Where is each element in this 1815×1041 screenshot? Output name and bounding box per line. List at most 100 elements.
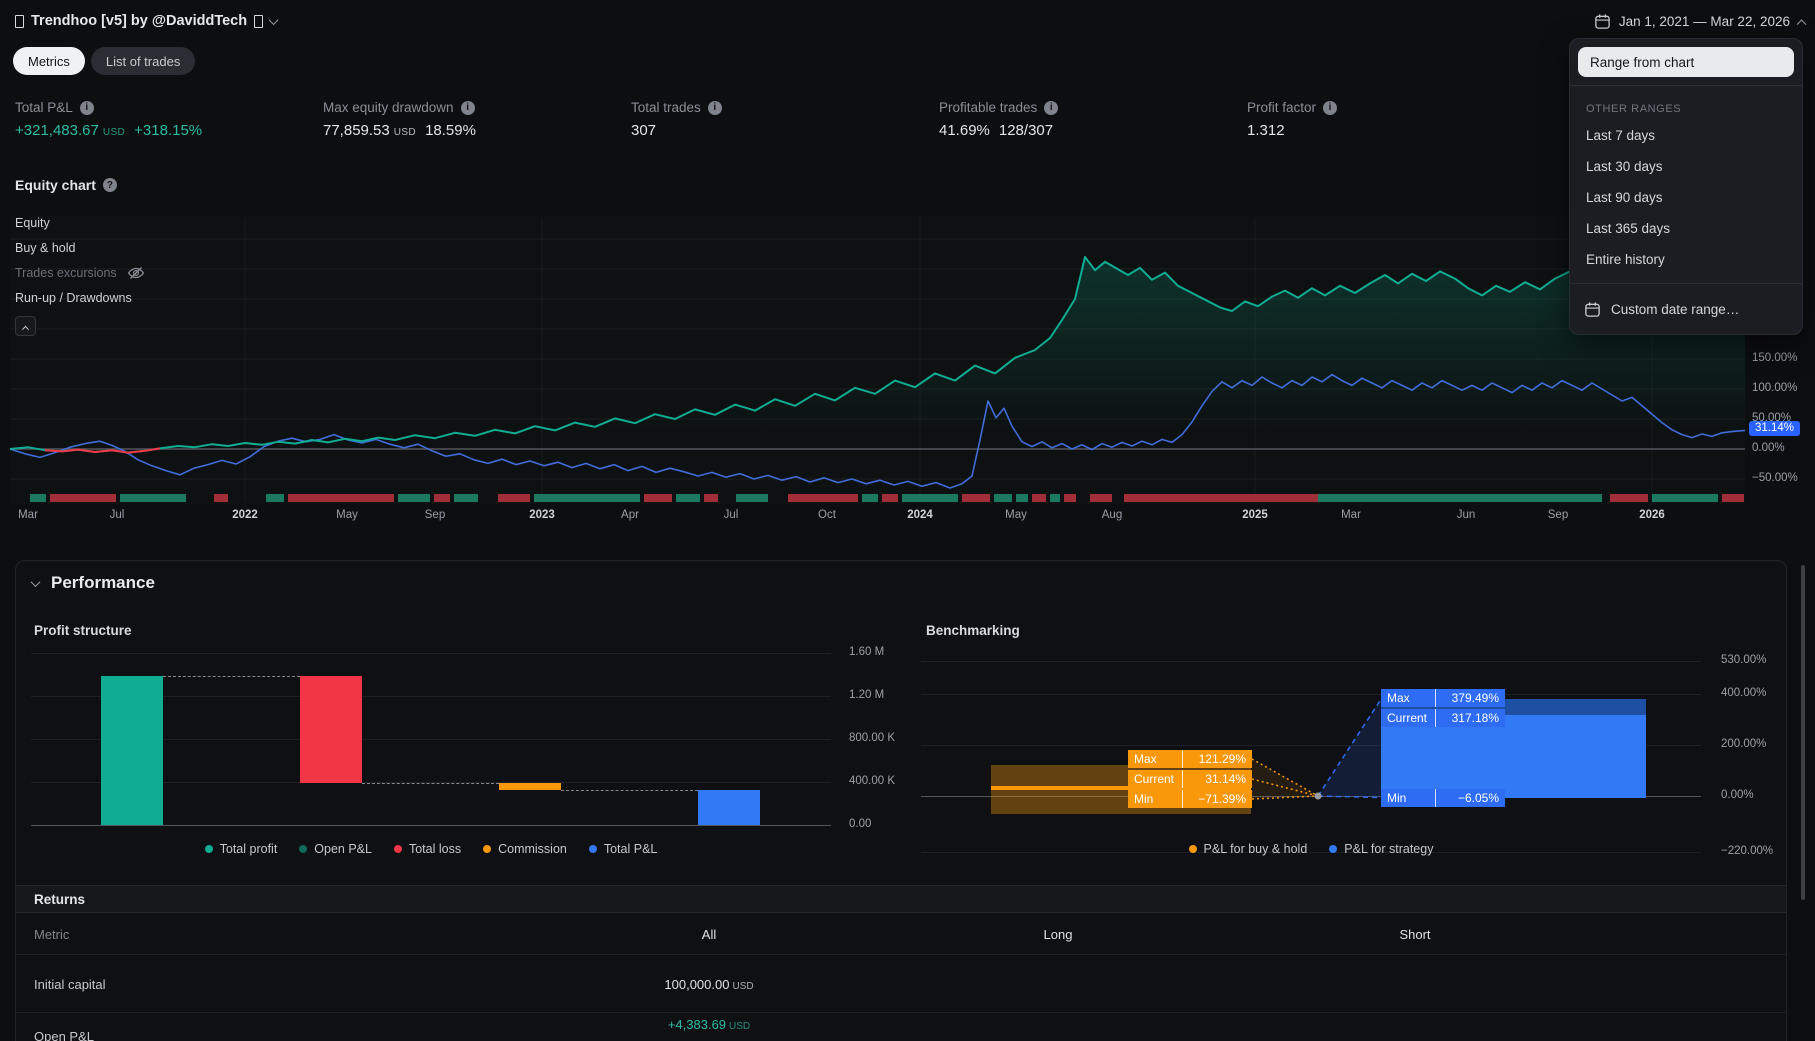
performance-panel: Performance Profit structure Benchmarkin… bbox=[15, 560, 1787, 1041]
gridline bbox=[921, 745, 1701, 746]
y-tick-label: 1.20 M bbox=[849, 689, 885, 701]
chevron-down-icon bbox=[268, 14, 279, 25]
info-icon[interactable]: i bbox=[707, 100, 722, 115]
waterfall-bar-commission[interactable] bbox=[499, 782, 561, 791]
y-tick-label: 0.00 bbox=[849, 818, 872, 830]
equity-chart-title: Equity chart bbox=[15, 177, 96, 193]
y-tick-label: 800.00 K bbox=[849, 732, 896, 744]
date-range-button[interactable]: Jan 1, 2021 — Mar 22, 2026 bbox=[1594, 9, 1807, 33]
tag-value: 379.49% bbox=[1451, 691, 1499, 705]
eye-off-icon[interactable] bbox=[127, 266, 145, 280]
scrollbar-thumb[interactable] bbox=[1801, 565, 1805, 900]
stat-unit: USD bbox=[393, 127, 417, 138]
equity-legend-buy-hold[interactable]: Buy & hold bbox=[15, 241, 75, 255]
y-tick-label: 400.00% bbox=[1721, 687, 1767, 699]
returns-row-initial-capital-value: 100,000.00 USD bbox=[664, 977, 754, 992]
stat-label: Total P&L bbox=[15, 100, 73, 115]
menu-item-entire-history[interactable]: Entire history bbox=[1586, 252, 1665, 267]
waterfall-bar-total-profit[interactable] bbox=[101, 675, 163, 825]
emoji-placeholder-icon bbox=[254, 14, 264, 28]
buy-hold-current-badge: 31.14% bbox=[1749, 421, 1801, 437]
menu-item-last-90-days[interactable]: Last 90 days bbox=[1586, 190, 1663, 205]
legend-total-p-l[interactable]: Total P&L bbox=[588, 842, 658, 856]
equity-legend-equity[interactable]: Equity bbox=[15, 216, 50, 230]
menu-item-custom-label: Custom date range… bbox=[1611, 301, 1740, 317]
legend-total-profit[interactable]: Total profit bbox=[204, 842, 277, 856]
benchmarking-legend: P&L for buy & hold P&L for strategy bbox=[921, 842, 1701, 856]
y-tick-label: 0.00% bbox=[1721, 789, 1754, 801]
menu-item-last-365-days[interactable]: Last 365 days bbox=[1586, 221, 1671, 236]
info-icon[interactable]: i bbox=[79, 100, 94, 115]
menu-item-last-30-days[interactable]: Last 30 days bbox=[1586, 159, 1663, 174]
menu-item-last-7-days[interactable]: Last 7 days bbox=[1586, 128, 1656, 143]
waterfall-connector bbox=[561, 790, 698, 792]
chevron-down-icon bbox=[30, 576, 41, 587]
stat-value: 307 bbox=[631, 122, 657, 139]
gridline bbox=[921, 660, 1701, 662]
menu-item-range-from-chart[interactable]: Range from chart bbox=[1578, 47, 1794, 77]
calendar-icon bbox=[1595, 13, 1610, 29]
legend-dot bbox=[204, 845, 213, 853]
legend-total-loss[interactable]: Total loss bbox=[393, 842, 461, 856]
buyhold-max-tag: Max 121.29% bbox=[1128, 750, 1252, 768]
buyhold-min-tag: Min −71.39% bbox=[1128, 790, 1252, 808]
tag-key: Max bbox=[1134, 752, 1157, 766]
waterfall-bar-total-p-l[interactable] bbox=[698, 790, 760, 825]
stat-extra: 18.59% bbox=[425, 122, 476, 139]
tag-value: 317.18% bbox=[1451, 711, 1499, 725]
info-icon[interactable]: i bbox=[460, 100, 475, 115]
equity-legend-trades-excursions[interactable]: Trades excursions bbox=[15, 266, 145, 280]
equity-chart[interactable] bbox=[0, 210, 1815, 522]
tag-value: −6.05% bbox=[1457, 791, 1499, 805]
benchmark-strategy-range[interactable] bbox=[1381, 715, 1646, 798]
returns-title: Returns bbox=[34, 891, 86, 907]
stat-profit-factor: Profit factor i 1.312 bbox=[1247, 100, 1555, 139]
x-tick-label: 2024 bbox=[907, 509, 933, 521]
tab-metrics[interactable]: Metrics bbox=[13, 47, 85, 75]
legend-p-l-for-strategy[interactable]: P&L for strategy bbox=[1329, 842, 1433, 856]
x-tick-label: Mar bbox=[18, 509, 38, 521]
x-tick-label: 2023 bbox=[529, 509, 555, 521]
divider bbox=[1570, 283, 1802, 284]
gridline bbox=[921, 694, 1701, 695]
chevron-up-icon bbox=[21, 325, 30, 333]
y-tick-label: 50.00% bbox=[1752, 412, 1792, 424]
tag-key: Current bbox=[1134, 772, 1175, 786]
legend-open-p-l[interactable]: Open P&L bbox=[299, 842, 372, 856]
equity-legend-run-up-drawdowns[interactable]: Run-up / Drawdowns bbox=[15, 291, 132, 305]
help-icon[interactable]: ? bbox=[102, 178, 117, 192]
x-tick-label: Sep bbox=[424, 509, 446, 521]
info-icon[interactable]: i bbox=[1323, 100, 1338, 115]
divider bbox=[16, 954, 1786, 955]
collapse-chart-button[interactable] bbox=[15, 316, 36, 336]
tag-value: 121.29% bbox=[1198, 752, 1246, 766]
legend-label: Open P&L bbox=[314, 842, 372, 856]
tag-divider bbox=[1435, 689, 1436, 707]
tag-divider bbox=[1182, 790, 1183, 808]
tab-list-of-trades[interactable]: List of trades bbox=[90, 47, 196, 75]
tag-key: Current bbox=[1387, 711, 1428, 725]
x-tick-label: Jul bbox=[723, 509, 739, 521]
legend-p-l-for-buy-hold[interactable]: P&L for buy & hold bbox=[1188, 842, 1308, 856]
legend-label: Run-up / Drawdowns bbox=[15, 291, 132, 305]
waterfall-bar-total-loss[interactable] bbox=[300, 675, 362, 783]
legend-label: Total P&L bbox=[603, 842, 658, 856]
legend-label: Equity bbox=[15, 216, 50, 230]
legend-label: P&L for buy & hold bbox=[1203, 842, 1308, 856]
benchmark-buyhold-current bbox=[991, 786, 1251, 791]
x-tick-label: Aug bbox=[1101, 509, 1123, 521]
date-range-text: Jan 1, 2021 — Mar 22, 2026 bbox=[1618, 13, 1790, 29]
y-tick-label: −50.00% bbox=[1752, 472, 1798, 484]
performance-header[interactable]: Performance bbox=[30, 573, 155, 593]
legend-dot bbox=[299, 845, 308, 853]
x-tick-label: May bbox=[1005, 509, 1027, 521]
x-tick-label: Mar bbox=[1341, 509, 1361, 521]
returns-col-long: Long bbox=[1043, 927, 1073, 942]
strategy-title[interactable]: Trendhoo [v5] by @DaviddTech bbox=[15, 13, 279, 29]
stat-unit: USD bbox=[102, 127, 126, 138]
info-icon[interactable]: i bbox=[1044, 100, 1059, 115]
legend-commission[interactable]: Commission bbox=[483, 842, 567, 856]
x-tick-label: 2025 bbox=[1242, 509, 1268, 521]
menu-item-custom-date-range[interactable]: Custom date range… bbox=[1570, 292, 1802, 326]
